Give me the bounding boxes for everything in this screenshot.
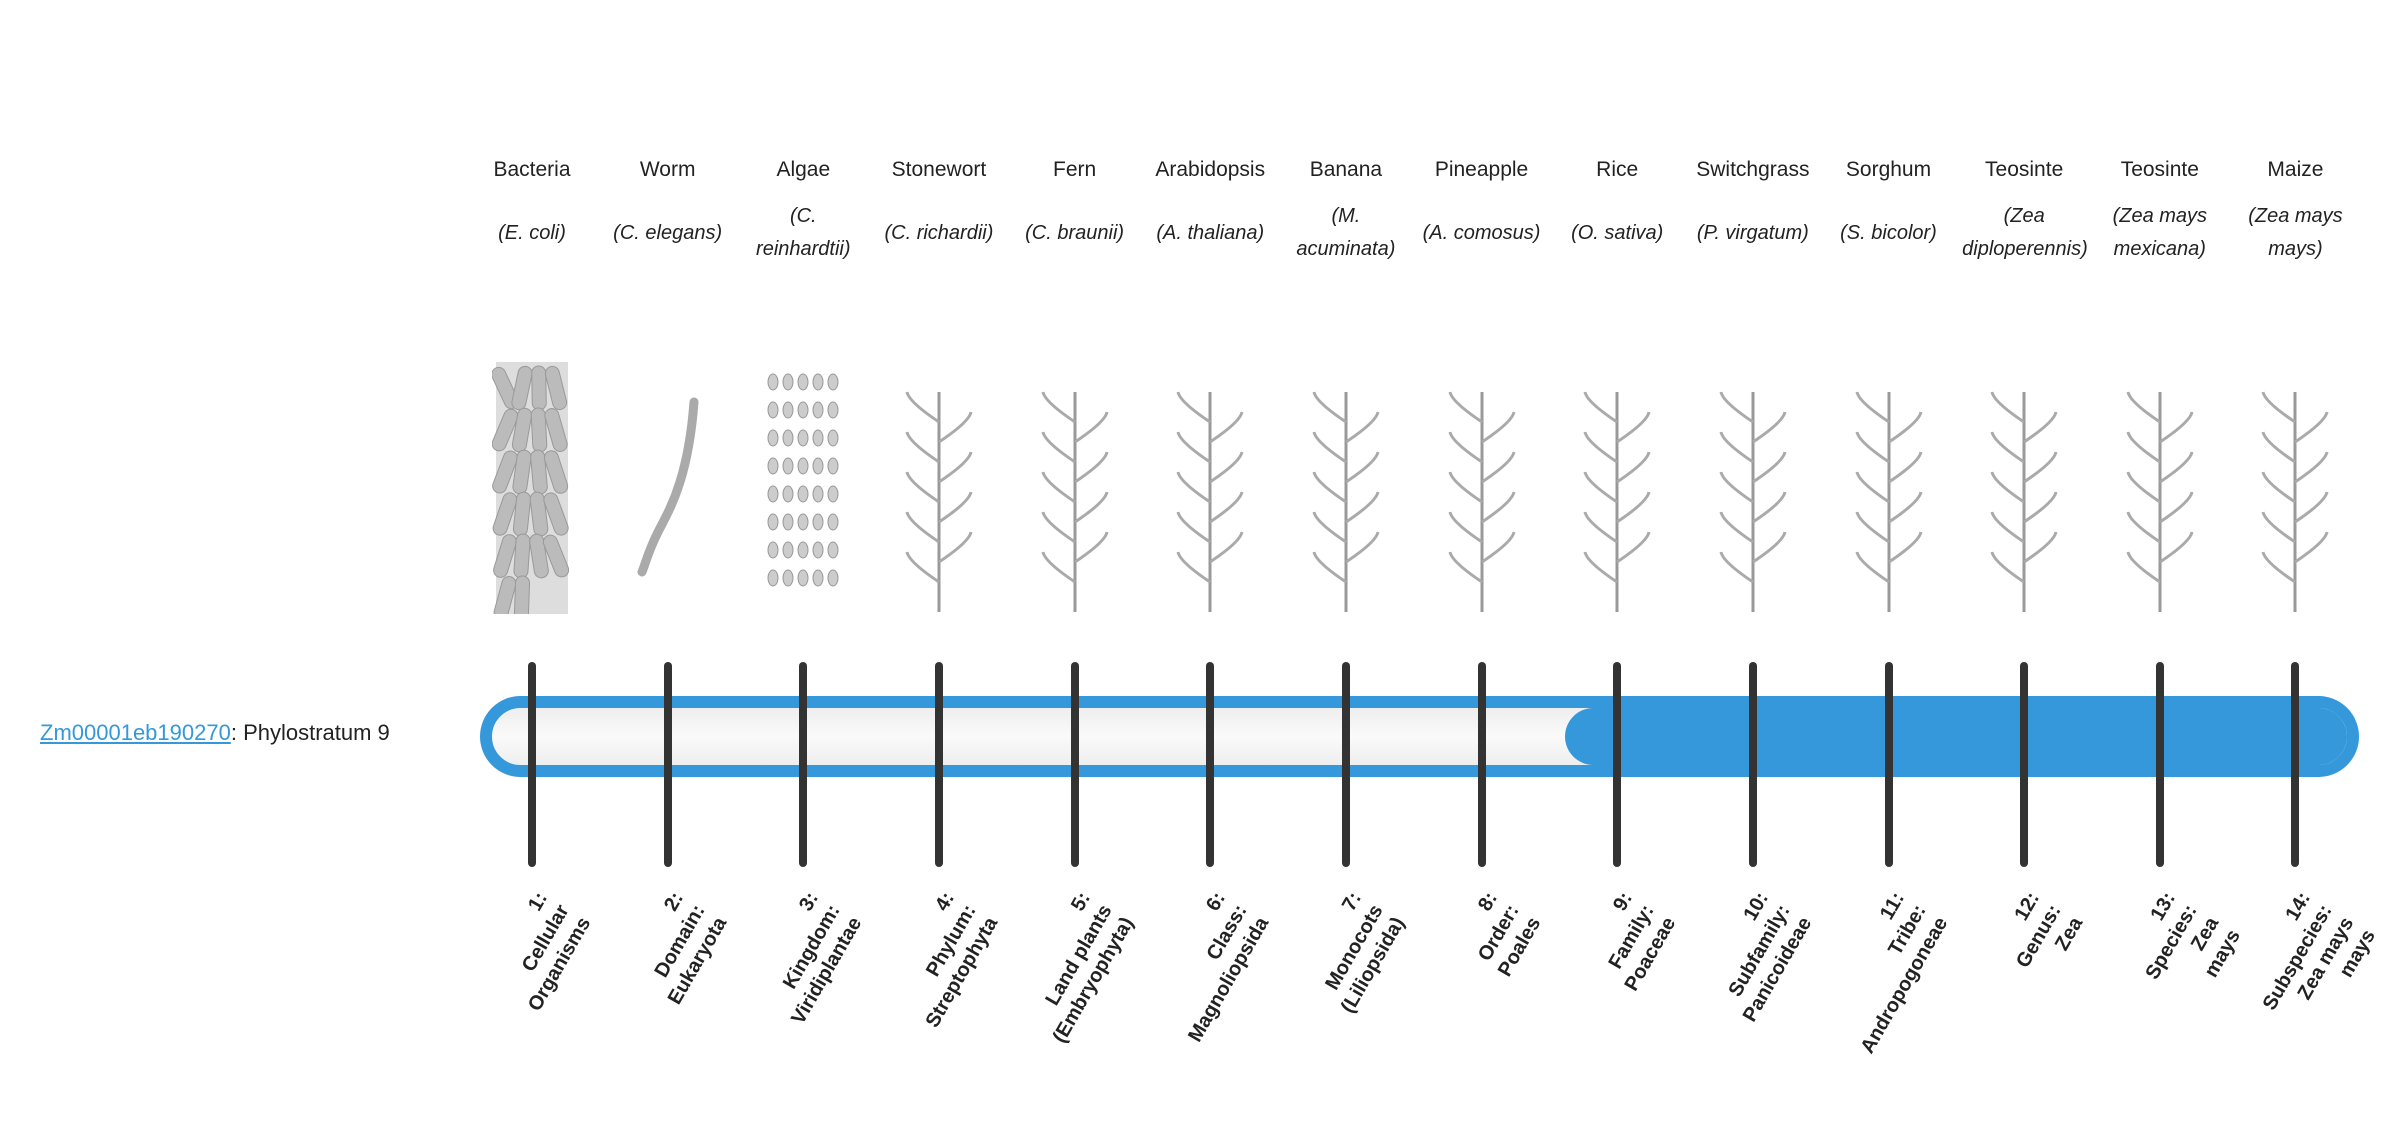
organism-scientific-name: (C. braunii) (1025, 221, 1125, 244)
stonewort-icon (905, 391, 973, 612)
organism-scientific-name-wrap: (C. elegans) (600, 118, 736, 348)
stratum-tick (1070, 662, 1079, 867)
stratum-tick (528, 662, 536, 867)
organism-common-name: Maize (2267, 158, 2324, 181)
organism-scientific-name-wrap: (Zea mays mays) (2227, 118, 2363, 348)
organism-scientific-name: (C. reinhardtii) (756, 205, 851, 260)
organism-scientific-name-wrap: (M. acuminata) (1278, 118, 1414, 348)
organism-scientific-name-wrap: (O. sativa) (1549, 118, 1685, 348)
organism-common-name: Rice (1596, 158, 1639, 181)
organism-common-name: Sorghum (1845, 158, 1932, 181)
sorghum-icon (1855, 391, 1922, 612)
organism-scientific-name-wrap: (P. virgatum) (1685, 118, 1821, 348)
algae-icon (767, 373, 839, 587)
rice-plant-icon (1583, 391, 1651, 612)
arabidopsis-icon (1176, 391, 1244, 612)
organism-scientific-name: (Zea diploperennis) (1962, 205, 2088, 260)
organism-common-name: Teosinte (1985, 158, 2064, 181)
stratum-tick (1613, 662, 1622, 867)
teosinte-icon (2126, 391, 2194, 612)
organism-common-name: Bacteria (493, 158, 571, 181)
gene-phylostratum-label: Zm00001eb190270: Phylostratum 9 (40, 718, 390, 748)
bacteria-icon (492, 362, 570, 614)
fern-icon (1041, 391, 1109, 612)
organism-scientific-name-wrap: (A. comosus) (1414, 118, 1550, 348)
pineapple-icon (1448, 391, 1516, 612)
organism-common-name: Fern (1053, 158, 1097, 181)
stratum-tick (2155, 662, 2164, 867)
organism-common-name: Switchgrass (1696, 158, 1810, 181)
stratum-tick (934, 662, 943, 867)
gene-id-link[interactable]: Zm00001eb190270 (40, 720, 231, 745)
organism-scientific-name: (M. acuminata) (1296, 205, 1396, 260)
organism-scientific-name-wrap: (E. coli) (464, 118, 600, 348)
organism-scientific-name: (S. bicolor) (1840, 221, 1937, 244)
stratum-tick (2291, 662, 2300, 867)
phylostratum-bar-fill (1565, 708, 2347, 765)
switchgrass-icon (1719, 391, 1787, 612)
phylostratum-bar (480, 696, 2359, 777)
stratum-tick (2020, 662, 2029, 867)
worm-icon (637, 397, 699, 577)
organism-scientific-name: (A. thaliana) (1156, 221, 1265, 244)
organism-scientific-name-wrap: (C. richardii) (871, 118, 1007, 348)
banana-plant-icon (1312, 391, 1380, 612)
maize-icon (2261, 391, 2329, 612)
phylostratum-text: Phylostratum 9 (243, 720, 390, 745)
stratum-tick (1477, 662, 1486, 867)
stratum-tick (1884, 662, 1893, 867)
organism-scientific-name-wrap: (C. reinhardtii) (735, 118, 871, 348)
organism-scientific-name-wrap: (A. thaliana) (1142, 118, 1278, 348)
organism-scientific-name-wrap: (Zea mays mexicana) (2092, 118, 2228, 348)
stratum-tick (1206, 662, 1215, 867)
organism-scientific-name: (Zea mays mays) (2248, 205, 2343, 260)
organism-scientific-name: (A. comosus) (1422, 221, 1541, 244)
organism-scientific-name: (E. coli) (498, 221, 566, 244)
organism-common-name: Arabidopsis (1155, 158, 1266, 181)
organism-scientific-name-wrap: (Zea diploperennis) (1956, 118, 2092, 348)
stratum-tick (799, 662, 808, 867)
organism-common-name: Teosinte (2120, 158, 2199, 181)
separator: : (230, 720, 244, 745)
organism-scientific-name: (Zea mays mexicana) (2112, 205, 2208, 260)
organism-scientific-name: (C. elegans) (613, 221, 723, 244)
organism-common-name: Worm (639, 158, 696, 181)
stratum-tick (663, 662, 672, 867)
teosinte-icon (1990, 391, 2058, 612)
stratum-tick (1748, 662, 1757, 867)
stratum-tick (1341, 662, 1350, 867)
organism-scientific-name-wrap: (S. bicolor) (1821, 118, 1957, 348)
organism-scientific-name: (C. richardii) (884, 221, 994, 244)
organism-scientific-name: (O. sativa) (1571, 221, 1664, 244)
organism-scientific-name-wrap: (C. braunii) (1007, 118, 1143, 348)
organism-common-name: Banana (1309, 158, 1383, 181)
organism-common-name: Stonewort (891, 158, 987, 181)
organism-common-name: Pineapple (1434, 158, 1529, 181)
organism-common-name: Algae (776, 158, 831, 181)
organism-scientific-name: (P. virgatum) (1696, 221, 1809, 244)
